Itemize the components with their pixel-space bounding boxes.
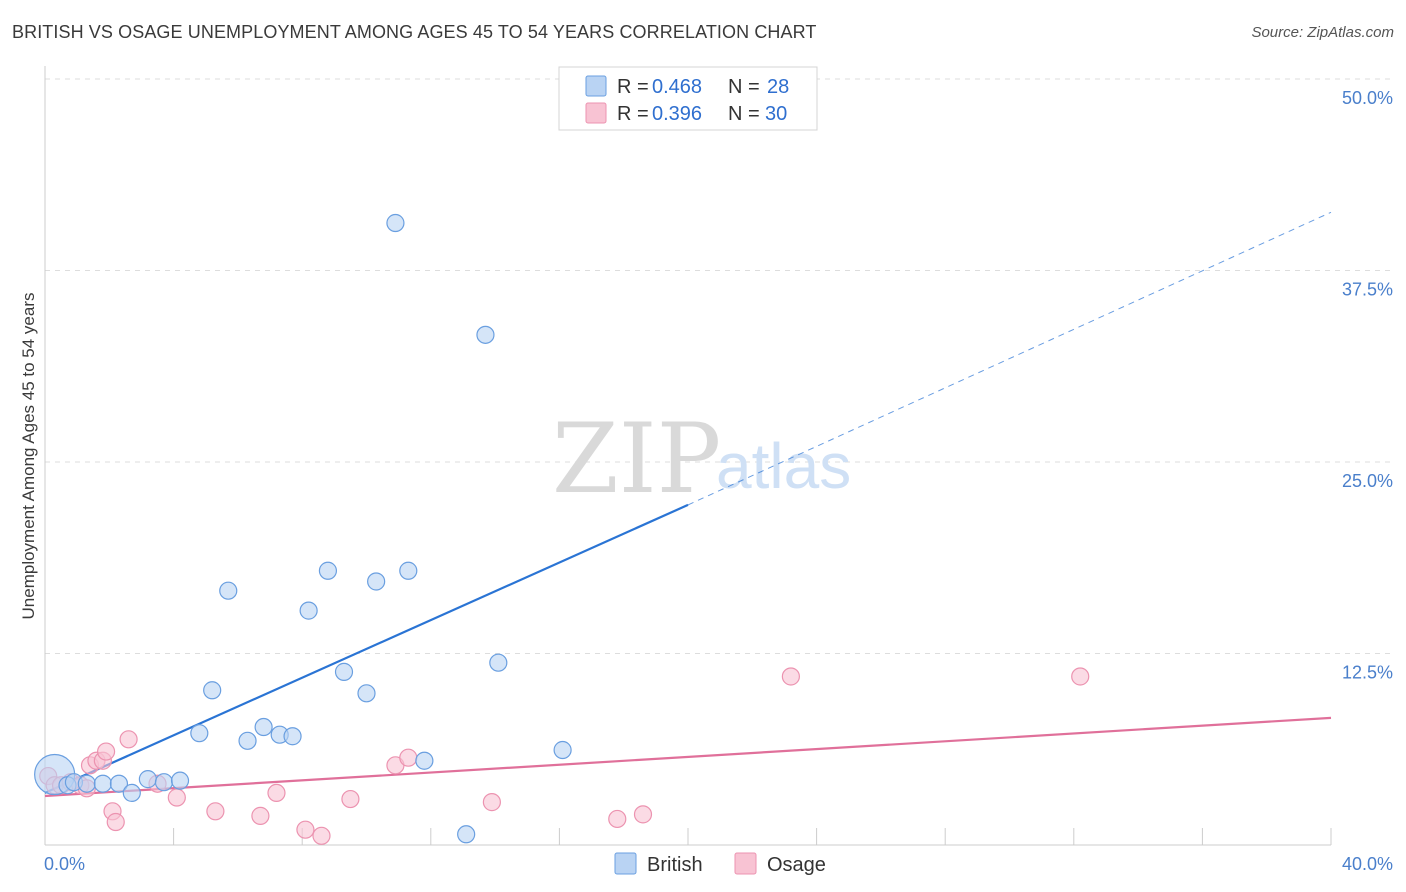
data-points [34,213,1090,845]
legend-r-value-osage: 0.396 [652,103,702,125]
british-point [318,561,338,580]
x-tick-label: 0.0% [44,854,85,874]
bottom-legend-osage: Osage [767,854,826,876]
british-point [367,572,386,591]
legend-swatch-osage [585,102,607,124]
x-tick-label: 40.0% [1342,854,1393,874]
trend-lines [44,211,1332,798]
british-point [238,731,257,750]
british-point [357,684,376,703]
grid-lines [45,78,1391,654]
british-point [254,717,273,737]
british-point [399,561,418,580]
watermark: ZIP atlas [552,403,851,515]
british-point [203,681,222,700]
x-tick-labels: 0.0% 40.0% [44,854,1393,874]
y-tick-label: 12.5% [1342,663,1393,683]
british-point [489,653,508,672]
british-point [138,770,157,789]
watermark-zip: ZIP [552,403,721,515]
osage-point [106,812,125,832]
british-point [476,325,495,344]
legend-n-label-british: N = [728,76,760,98]
british-point [122,783,141,803]
british-point [283,727,302,746]
british-point [415,751,434,770]
british-point [93,774,112,793]
watermark-atlas: atlas [716,430,851,502]
legend-r-label-osage: R = [617,103,649,125]
osage-point [206,802,225,821]
british-point [77,774,96,793]
british-point [553,740,572,760]
y-tick-label: 37.5% [1342,280,1393,300]
bottom-legend-british: British [647,854,703,876]
legend-r-label-british: R = [617,76,649,98]
chart-title: BRITISH VS OSAGE UNEMPLOYMENT AMONG AGES… [12,22,817,42]
osage-point [96,742,116,761]
bottom-legend-swatch-osage [734,852,757,875]
british-point [299,601,318,620]
british-point [170,771,190,790]
y-axis-label: Unemployment Among Ages 45 to 54 years [19,293,38,620]
british-point [457,825,476,844]
osage-point [267,783,286,803]
british-point [219,581,238,600]
osage-point [633,805,653,824]
legend-n-value-british: 28 [767,76,789,98]
osage-point [399,748,418,767]
correlation-legend: R = 0.468 N = 28 R = 0.396 N = 30 [558,66,818,131]
osage-point [1071,667,1090,686]
y-tick-label: 50.0% [1342,88,1393,108]
legend-n-value-osage: 30 [765,103,787,125]
british-point [334,662,354,681]
osage-point [608,809,627,829]
y-tick-labels: 12.5% 25.0% 37.5% 50.0% [1342,88,1393,683]
source-label: Source: ZipAtlas.com [1251,24,1394,41]
british-point [190,724,209,743]
osage-trend-line [44,716,1332,798]
osage-point [781,667,800,686]
legend-swatch-british [585,75,607,97]
osage-point [312,826,331,845]
osage-point [119,730,138,749]
osage-point [296,820,315,839]
osage-point [341,789,360,809]
legend-r-value-british: 0.468 [652,76,702,98]
osage-point [482,793,501,812]
series-legend: British Osage [614,852,826,876]
osage-point [167,788,186,807]
british-point [109,774,129,793]
osage-point [251,806,270,825]
y-tick-label: 25.0% [1342,471,1393,491]
british-trend-extension [687,211,1332,506]
british-point [154,773,174,792]
british-point [386,213,405,233]
legend-n-label-osage: N = [728,103,760,125]
bottom-legend-swatch-british [614,852,637,875]
british-trend-line [44,503,689,794]
